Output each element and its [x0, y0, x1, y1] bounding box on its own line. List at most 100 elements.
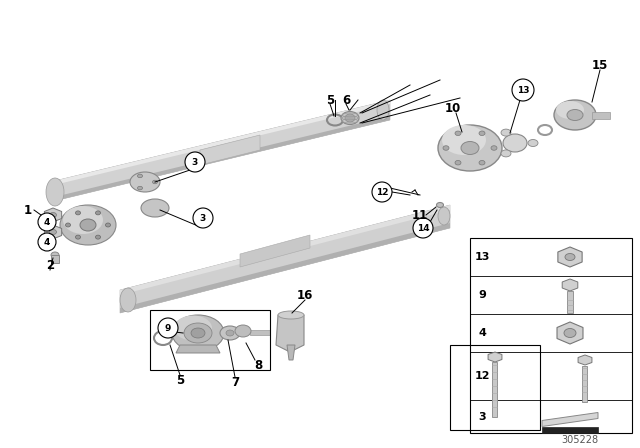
- Ellipse shape: [51, 252, 59, 258]
- Ellipse shape: [152, 180, 157, 184]
- Ellipse shape: [501, 129, 511, 136]
- Text: 13: 13: [474, 252, 490, 262]
- Text: 5: 5: [326, 94, 334, 107]
- Circle shape: [372, 182, 392, 202]
- Ellipse shape: [63, 206, 103, 234]
- Ellipse shape: [556, 101, 584, 119]
- Ellipse shape: [377, 100, 389, 120]
- Ellipse shape: [345, 114, 355, 122]
- Ellipse shape: [76, 235, 81, 239]
- Text: 4: 4: [44, 237, 50, 246]
- Ellipse shape: [442, 125, 486, 155]
- Polygon shape: [557, 322, 583, 344]
- Polygon shape: [488, 352, 502, 362]
- Ellipse shape: [455, 131, 461, 136]
- Ellipse shape: [174, 315, 212, 340]
- Text: 12: 12: [474, 371, 490, 381]
- Bar: [470, 238, 632, 433]
- Ellipse shape: [49, 229, 56, 234]
- Bar: [592, 112, 610, 119]
- Text: 3: 3: [192, 158, 198, 167]
- Text: 4: 4: [44, 217, 50, 227]
- Bar: [567, 291, 573, 313]
- Ellipse shape: [172, 315, 224, 351]
- Polygon shape: [240, 235, 310, 267]
- Ellipse shape: [95, 211, 100, 215]
- Text: 9: 9: [478, 290, 486, 300]
- Text: 4: 4: [478, 328, 486, 338]
- Polygon shape: [276, 315, 304, 352]
- Bar: [450, 345, 540, 430]
- Ellipse shape: [278, 311, 304, 319]
- Polygon shape: [200, 135, 260, 165]
- Text: 3: 3: [478, 412, 486, 422]
- Ellipse shape: [491, 146, 497, 150]
- Text: 6: 6: [342, 94, 350, 107]
- Ellipse shape: [80, 219, 96, 231]
- Bar: [492, 362, 497, 417]
- Ellipse shape: [138, 174, 143, 178]
- Polygon shape: [578, 355, 592, 365]
- Polygon shape: [120, 223, 450, 313]
- Text: 8: 8: [254, 358, 262, 371]
- Polygon shape: [50, 100, 390, 202]
- Circle shape: [193, 208, 213, 228]
- Circle shape: [38, 233, 56, 251]
- Ellipse shape: [554, 100, 596, 130]
- Text: 15: 15: [592, 59, 608, 72]
- Ellipse shape: [501, 150, 511, 157]
- Circle shape: [512, 79, 534, 101]
- Bar: [250, 330, 270, 335]
- Text: 5: 5: [176, 374, 184, 387]
- Text: 9: 9: [165, 323, 171, 332]
- Ellipse shape: [130, 172, 160, 192]
- Ellipse shape: [443, 146, 449, 150]
- Ellipse shape: [49, 212, 56, 217]
- Ellipse shape: [461, 142, 479, 155]
- Ellipse shape: [503, 134, 527, 152]
- Ellipse shape: [564, 328, 576, 337]
- Ellipse shape: [120, 288, 136, 312]
- Polygon shape: [287, 345, 295, 360]
- Ellipse shape: [226, 330, 234, 336]
- Polygon shape: [44, 208, 61, 222]
- Text: 12: 12: [376, 188, 388, 197]
- Circle shape: [38, 213, 56, 231]
- Ellipse shape: [141, 199, 169, 217]
- Bar: [51, 255, 59, 263]
- Ellipse shape: [184, 323, 212, 343]
- Ellipse shape: [191, 328, 205, 338]
- Polygon shape: [120, 205, 450, 313]
- Bar: [582, 366, 587, 402]
- Text: 305228: 305228: [561, 435, 598, 445]
- Text: 7: 7: [231, 375, 239, 388]
- Ellipse shape: [46, 178, 64, 206]
- Polygon shape: [558, 247, 582, 267]
- Ellipse shape: [479, 131, 485, 136]
- Ellipse shape: [65, 223, 70, 227]
- Text: 3: 3: [200, 214, 206, 223]
- Ellipse shape: [341, 112, 359, 125]
- Ellipse shape: [60, 205, 116, 245]
- Text: 2: 2: [46, 258, 54, 271]
- Ellipse shape: [567, 109, 583, 121]
- Text: 10: 10: [445, 102, 461, 115]
- Ellipse shape: [455, 160, 461, 165]
- Bar: [542, 426, 598, 432]
- Text: 1: 1: [24, 203, 32, 216]
- Ellipse shape: [438, 125, 502, 171]
- Ellipse shape: [479, 160, 485, 165]
- Ellipse shape: [76, 211, 81, 215]
- Text: 11: 11: [412, 208, 428, 221]
- Ellipse shape: [106, 223, 111, 227]
- Text: 16: 16: [297, 289, 313, 302]
- Polygon shape: [44, 225, 61, 239]
- Bar: [150, 310, 270, 370]
- Text: 14: 14: [417, 224, 429, 233]
- Ellipse shape: [235, 325, 251, 337]
- Circle shape: [185, 152, 205, 172]
- Polygon shape: [50, 100, 390, 186]
- Circle shape: [413, 218, 433, 238]
- Polygon shape: [176, 345, 220, 353]
- Polygon shape: [562, 279, 578, 291]
